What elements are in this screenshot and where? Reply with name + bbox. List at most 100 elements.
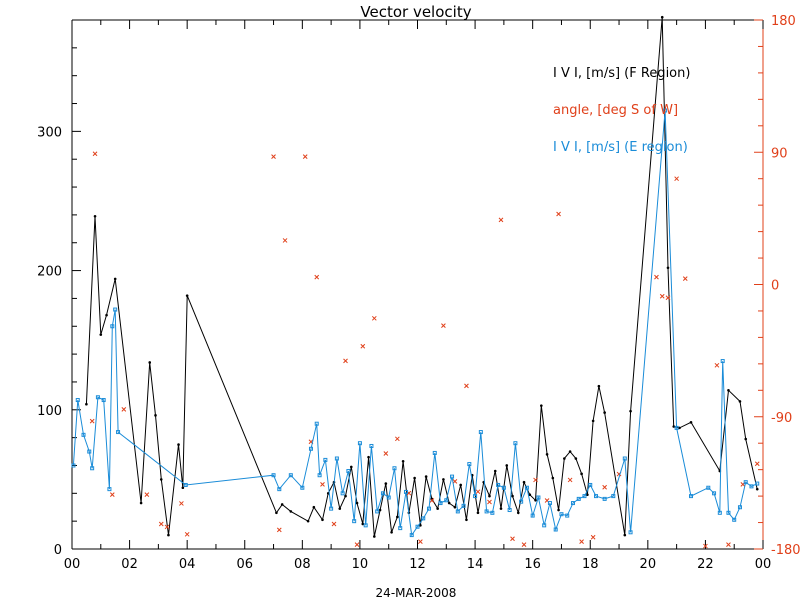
x-tick-label: 20 — [640, 557, 657, 572]
data-point — [275, 511, 278, 515]
data-point — [484, 509, 489, 514]
data-point — [415, 524, 420, 529]
x-tick-label: 00 — [64, 557, 81, 572]
data-point — [501, 485, 506, 490]
data-point — [116, 430, 121, 435]
y-left-tick-label: 0 — [54, 543, 62, 558]
data-point — [355, 501, 359, 505]
data-point — [442, 478, 445, 481]
data-point — [565, 513, 570, 518]
data-point — [340, 491, 345, 496]
data-point — [568, 450, 572, 453]
data-point — [183, 482, 188, 487]
data-point — [444, 498, 449, 503]
y-right-tick-label: -90 — [771, 411, 792, 426]
data-point — [720, 359, 725, 364]
data-point — [317, 473, 322, 478]
data-point — [343, 358, 348, 364]
data-point — [602, 496, 607, 501]
data-point — [384, 482, 388, 485]
data-point — [401, 459, 405, 463]
data-point — [499, 507, 503, 510]
data-point — [421, 516, 426, 521]
data-point — [121, 407, 127, 412]
data-point — [717, 510, 722, 515]
data-point — [530, 513, 535, 518]
data-point — [371, 315, 377, 321]
data-point — [591, 419, 595, 423]
data-point — [354, 542, 360, 547]
data-point — [95, 395, 100, 400]
data-point — [314, 274, 320, 280]
data-point — [665, 295, 671, 301]
data-point — [737, 505, 742, 510]
data-point — [473, 494, 478, 499]
data-point — [487, 499, 492, 505]
series-1 — [89, 151, 760, 549]
data-point — [498, 217, 504, 223]
data-point — [90, 466, 95, 471]
y-right-tick-label: 90 — [771, 146, 788, 161]
data-point — [276, 527, 282, 533]
data-point — [521, 542, 527, 547]
data-point — [706, 485, 711, 490]
series-layer — [71, 15, 760, 549]
data-point — [622, 456, 627, 461]
y-right-tick-label: -180 — [771, 543, 800, 558]
data-point — [378, 508, 382, 512]
data-point — [490, 510, 495, 515]
data-point — [113, 307, 118, 312]
x-tick-label: 12 — [409, 557, 426, 572]
data-point — [289, 510, 293, 513]
x-axis-label: 24-MAR-2008 — [376, 586, 457, 600]
data-point — [534, 498, 537, 502]
y-right-tick-label: 180 — [771, 14, 796, 29]
data-point — [455, 509, 460, 514]
data-point — [551, 476, 555, 480]
data-point — [271, 473, 276, 478]
data-point — [363, 523, 368, 528]
chart-title: Vector velocity — [360, 3, 471, 21]
data-point — [280, 503, 284, 506]
x-tick-label: 18 — [582, 557, 599, 572]
data-point — [71, 463, 76, 468]
data-point — [352, 519, 357, 524]
data-point — [323, 457, 328, 462]
data-point — [302, 154, 308, 160]
data-point — [369, 443, 374, 448]
axes: 00 02 04 06 08 10 12 14 16 18 20 22 000100200300-180… — [37, 14, 800, 572]
data-point — [338, 507, 342, 510]
data-point — [545, 453, 549, 456]
data-point — [582, 494, 587, 499]
data-point — [181, 486, 185, 490]
data-point — [611, 494, 616, 499]
data-point — [726, 510, 731, 515]
data-point — [113, 277, 117, 281]
data-point — [89, 418, 95, 424]
data-point — [452, 479, 458, 484]
data-point — [623, 533, 627, 537]
data-point — [105, 313, 108, 317]
series-line — [85, 17, 758, 537]
legend-entry: I V I, [m/s] (E region) — [553, 140, 688, 155]
data-point — [427, 506, 432, 511]
data-point — [590, 534, 596, 540]
data-point — [453, 505, 457, 509]
data-point — [87, 449, 92, 454]
data-point — [349, 465, 353, 469]
data-point — [505, 464, 509, 467]
data-point — [436, 507, 439, 510]
data-point — [755, 487, 759, 491]
data-point — [375, 509, 380, 514]
x-tick-label: 16 — [524, 557, 541, 572]
data-point — [557, 508, 560, 512]
data-point — [380, 491, 385, 496]
data-point — [542, 523, 547, 528]
data-point — [367, 455, 370, 459]
data-point — [184, 531, 190, 537]
data-point — [419, 524, 422, 527]
legend-entry: I V I, [m/s] (F Region) — [553, 66, 690, 81]
data-point — [344, 494, 347, 498]
data-point — [465, 518, 468, 522]
